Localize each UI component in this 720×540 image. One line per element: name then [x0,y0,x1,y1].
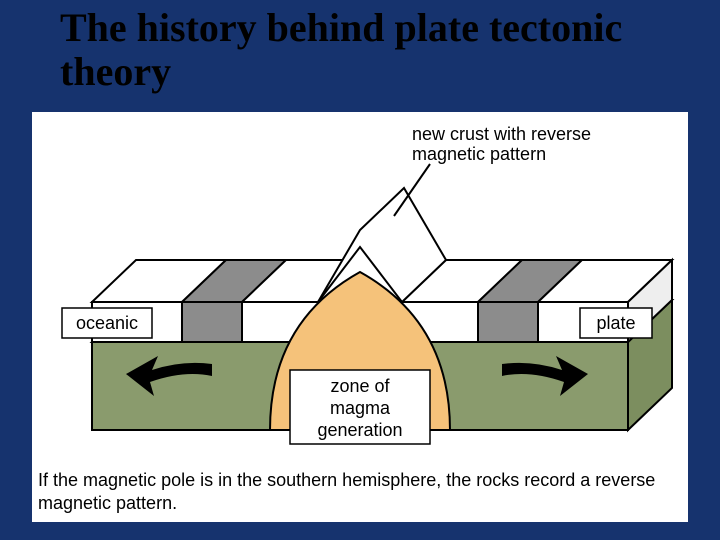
seafloor-spreading-diagram: new crust with reverse magnetic pattern … [32,112,688,522]
left-label-text: oceanic [76,313,138,333]
slide-title: The history behind plate tectonic theory [60,6,680,94]
right-crust-front-stripe [478,302,538,342]
center-label-line1: zone of [330,376,390,396]
top-label-line1: new crust with reverse [412,124,591,144]
center-label-group: zone of magma generation [290,370,430,444]
title-accent-bar [48,20,56,108]
diagram-figure: new crust with reverse magnetic pattern … [32,112,688,522]
left-crust-front-stripe [182,302,242,342]
top-label-line2: magnetic pattern [412,144,546,164]
center-label-line3: generation [317,420,402,440]
left-label-group: oceanic [62,308,152,338]
figure-caption: If the magnetic pole is in the southern … [38,469,682,514]
top-label-group: new crust with reverse magnetic pattern [394,124,591,216]
right-label-group: plate [580,308,652,338]
right-label-text: plate [596,313,635,333]
center-label-line2: magma [330,398,391,418]
slide: The history behind plate tectonic theory [0,0,720,540]
